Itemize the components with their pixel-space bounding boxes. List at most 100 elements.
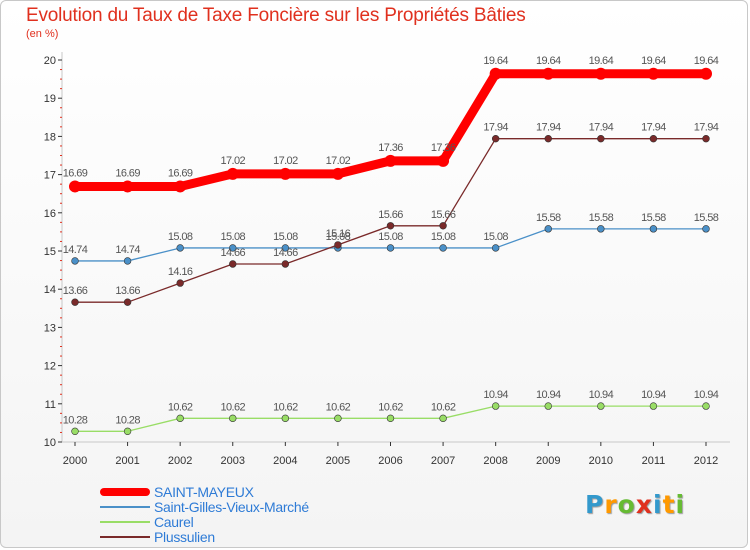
y-tick-label: 19 xyxy=(44,93,56,105)
logo-letter: t xyxy=(662,490,676,519)
y-tick-label: 14 xyxy=(44,284,56,296)
y-tick-label: 15 xyxy=(44,246,56,258)
data-label: 19.64 xyxy=(536,55,561,67)
x-tick-label: 2012 xyxy=(694,455,718,467)
data-label: 19.64 xyxy=(589,55,614,67)
data-label: 17.02 xyxy=(326,155,351,167)
series-point xyxy=(229,260,237,268)
data-label: 15.58 xyxy=(694,212,719,224)
series-point xyxy=(123,257,132,265)
series-point xyxy=(226,167,239,180)
legend-item: Caurel xyxy=(100,513,309,530)
x-tick-label: 2004 xyxy=(273,455,297,467)
y-tick-label: 12 xyxy=(44,361,56,373)
legend-label: SAINT-MAYEUX xyxy=(154,483,254,500)
series-point xyxy=(597,402,605,410)
data-label: 15.08 xyxy=(326,231,351,243)
data-label: 10.62 xyxy=(431,401,456,413)
data-label: 15.08 xyxy=(273,231,298,243)
series-point xyxy=(542,67,555,80)
series-point xyxy=(384,154,397,167)
series-point xyxy=(491,244,500,252)
legend-swatch xyxy=(100,535,150,538)
series-point xyxy=(544,402,552,410)
data-label: 19.64 xyxy=(641,55,666,67)
series-point xyxy=(649,134,658,143)
legend-swatch xyxy=(100,520,150,523)
series-point xyxy=(229,244,237,252)
unit-label: (en %) xyxy=(26,28,59,40)
legend-swatch xyxy=(100,505,150,508)
data-label: 10.62 xyxy=(168,401,193,413)
x-tick-label: 2005 xyxy=(326,455,350,467)
series-point xyxy=(121,180,134,193)
data-label: 17.94 xyxy=(483,122,508,134)
series-point xyxy=(702,134,710,143)
x-tick-label: 2002 xyxy=(168,455,192,467)
series-point xyxy=(544,134,552,143)
data-label: 16.69 xyxy=(115,167,140,179)
data-label: 14.74 xyxy=(63,244,88,256)
series-point xyxy=(176,279,184,287)
series-point xyxy=(281,244,290,252)
series-point xyxy=(702,402,710,410)
data-label: 15.08 xyxy=(220,231,245,243)
x-tick-label: 2000 xyxy=(63,455,87,467)
x-tick-label: 2011 xyxy=(642,455,666,467)
data-label: 15.08 xyxy=(483,231,508,243)
data-label: 10.62 xyxy=(326,401,351,413)
x-tick-label: 2008 xyxy=(483,455,507,467)
logo-letter: i xyxy=(675,490,686,519)
logo-letter: x xyxy=(635,490,653,519)
legend-swatch xyxy=(100,487,150,496)
data-label: 16.69 xyxy=(168,167,193,179)
x-tick-label: 2003 xyxy=(221,455,245,467)
series-point xyxy=(229,414,237,423)
series-point xyxy=(597,134,605,143)
data-label: 15.08 xyxy=(168,231,193,243)
data-label: 17.94 xyxy=(589,122,614,134)
chart-legend: SAINT-MAYEUX Saint-Gilles-Vieux-Marché Cau… xyxy=(100,483,309,545)
data-label: 10.62 xyxy=(273,401,298,413)
data-label: 10.28 xyxy=(63,414,88,426)
data-label: 10.62 xyxy=(220,401,245,413)
series-point xyxy=(281,414,290,423)
legend-label: Plussulien xyxy=(154,528,215,545)
series-point xyxy=(439,222,447,230)
data-label: 17.94 xyxy=(641,122,666,134)
series-point xyxy=(281,260,290,268)
x-tick-label: 2007 xyxy=(431,455,455,467)
series-point xyxy=(489,67,502,80)
data-label: 16.69 xyxy=(63,167,88,179)
x-tick-label: 2006 xyxy=(378,455,402,467)
data-label: 17.36 xyxy=(378,142,403,154)
data-label: 15.58 xyxy=(641,212,666,224)
data-label: 10.94 xyxy=(536,389,561,401)
y-tick-label: 13 xyxy=(44,322,56,334)
series-point xyxy=(597,225,605,233)
data-label: 13.66 xyxy=(63,285,88,297)
legend-item: Plussulien xyxy=(100,528,309,545)
y-tick-label: 17 xyxy=(44,170,56,182)
logo-letter: o xyxy=(617,490,636,519)
legend-label: Caurel xyxy=(154,513,194,530)
data-label: 14.16 xyxy=(168,266,193,278)
data-label: 17.94 xyxy=(536,122,561,134)
series-point xyxy=(437,154,450,167)
y-tick-label: 20 xyxy=(44,55,56,67)
series-point xyxy=(386,414,395,423)
data-label: 15.58 xyxy=(536,212,561,224)
series-point xyxy=(71,298,79,306)
x-tick-label: 2010 xyxy=(589,455,613,467)
data-label: 14.66 xyxy=(220,247,245,259)
series-point xyxy=(700,67,712,80)
series-point xyxy=(439,414,447,423)
proxiti-logo: Proxiti xyxy=(585,490,685,519)
series-point xyxy=(176,244,184,252)
legend-label: Saint-Gilles-Vieux-Marché xyxy=(154,498,309,515)
data-label: 15.66 xyxy=(431,209,456,221)
series-point xyxy=(647,67,660,80)
data-label: 17.36 xyxy=(431,142,456,154)
series-point xyxy=(71,257,79,265)
